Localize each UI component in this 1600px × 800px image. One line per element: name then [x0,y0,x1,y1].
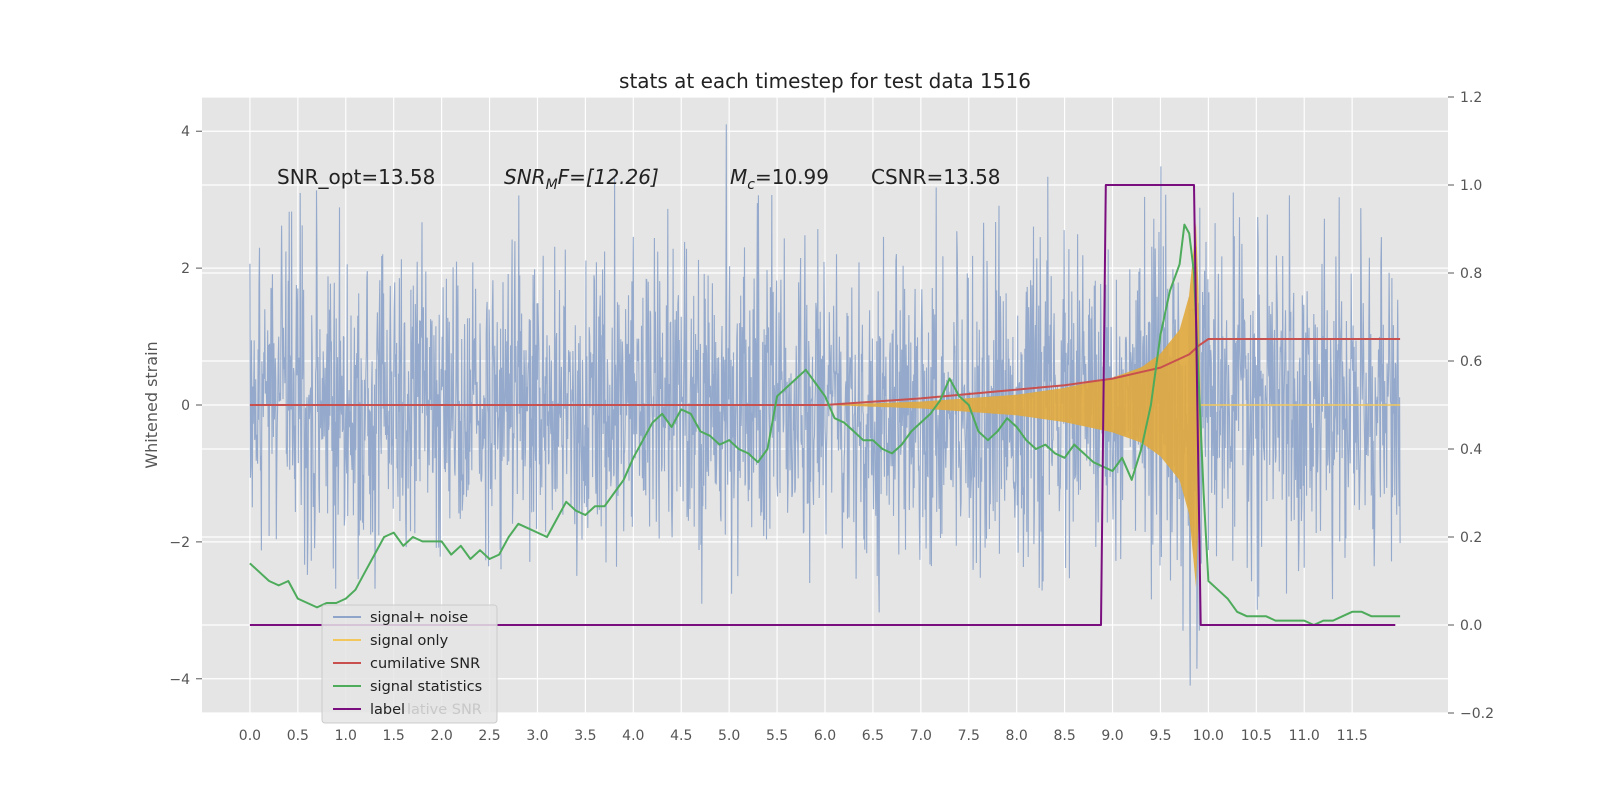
x-tick-label: 2.0 [430,728,452,744]
y-tick-label: −2 [169,535,190,551]
signal-only-area [825,222,1201,588]
annotation-snr-opt: SNR_opt=13.58 [277,165,435,189]
signal-statistics-line [249,223,1401,626]
x-tick-label: 10.5 [1241,728,1272,744]
x-tick-label: 6.5 [862,728,884,744]
y-tick-label: 0 [181,398,190,414]
x-tick-label: 5.5 [766,728,788,744]
annotation-mc: Mc=10.99 [730,165,829,193]
legend-entry-label: signal+ noise [370,610,468,626]
x-tick-label: 3.5 [574,728,596,744]
y2-tick-label: 0.6 [1460,354,1482,370]
x-tick-label: 2.5 [478,728,500,744]
x-tick-label: 9.5 [1149,728,1171,744]
annotation-snr-mf: SNRMF=[12.26] [504,165,659,193]
x-tick-label: 0.0 [239,728,261,744]
y2-tick-label: 0.2 [1460,530,1482,546]
chart-marks [249,124,1401,686]
x-tick-label: 7.0 [910,728,932,744]
cumulative-snr-line [249,338,1401,406]
legend: lative SNR signal+ noise signal only cumil… [321,604,498,724]
legend-ghost-text: lative SNR [407,702,482,718]
y-tick-label: 2 [181,261,190,277]
x-tick-label: 5.0 [718,728,740,744]
legend-entry-label: cumilative SNR [370,656,480,672]
axes: 0.0 0.5 1.0 1.5 2.0 2.5 3.0 3.5 4.0 4.5 5.0 5.5 6.0 6… [169,90,1494,744]
x-tick-label: 1.5 [383,728,405,744]
x-tick-label: 6.0 [814,728,836,744]
legend-entry-label: signal statistics [370,679,482,695]
x-tick-label: 7.5 [958,728,980,744]
annotation-csnr: CSNR=13.58 [871,165,1001,189]
y-axis-label: Whitened strain [142,341,161,468]
x-tick-label: 10.0 [1193,728,1224,744]
x-tick-label: 8.0 [1006,728,1028,744]
x-tick-label: 9.0 [1101,728,1123,744]
legend-frame [321,604,498,724]
noise-series-line [249,124,1401,686]
x-tick-label: 11.5 [1337,728,1368,744]
x-tick-label: 0.5 [287,728,309,744]
x-tick-label: 4.5 [670,728,692,744]
x-tick-label: 1.0 [335,728,357,744]
x-tick-label: 4.0 [622,728,644,744]
y2-tick-label: 0.4 [1460,442,1482,458]
label-line [249,184,1396,626]
y2-tick-label: 1.0 [1460,178,1482,194]
x-tick-label: 8.5 [1053,728,1075,744]
y2-tick-label: 0.8 [1460,266,1482,282]
y2-tick-label: −0.2 [1460,706,1494,722]
y-tick-label: −4 [169,672,190,688]
y2-tick-label: 0.0 [1460,618,1482,634]
x-tick-label: 3.0 [526,728,548,744]
x-tick-label: 11.0 [1289,728,1320,744]
legend-entry-label: label [370,702,405,718]
legend-entry-label: signal only [370,633,449,649]
chart-title: stats at each timestep for test data 151… [619,69,1031,93]
y-tick-label: 4 [181,124,190,140]
y2-tick-label: 1.2 [1460,90,1482,106]
